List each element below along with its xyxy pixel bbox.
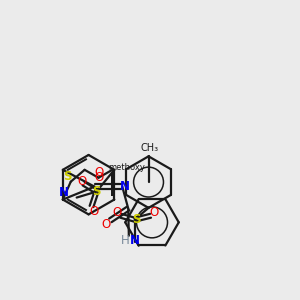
Text: S: S bbox=[64, 170, 72, 183]
Text: S: S bbox=[132, 213, 141, 226]
Text: CH₃: CH₃ bbox=[140, 143, 159, 153]
Text: N: N bbox=[59, 186, 69, 199]
Text: O: O bbox=[112, 206, 122, 219]
Text: S: S bbox=[92, 185, 101, 198]
Text: N: N bbox=[130, 234, 140, 247]
Text: methoxy: methoxy bbox=[108, 163, 145, 172]
Text: O: O bbox=[95, 166, 104, 179]
Text: O: O bbox=[94, 171, 103, 184]
Text: O: O bbox=[150, 206, 159, 219]
Text: H: H bbox=[120, 234, 129, 247]
Text: O: O bbox=[77, 175, 86, 188]
Text: O: O bbox=[102, 218, 111, 231]
Text: O: O bbox=[89, 205, 98, 218]
Text: N: N bbox=[120, 180, 130, 193]
